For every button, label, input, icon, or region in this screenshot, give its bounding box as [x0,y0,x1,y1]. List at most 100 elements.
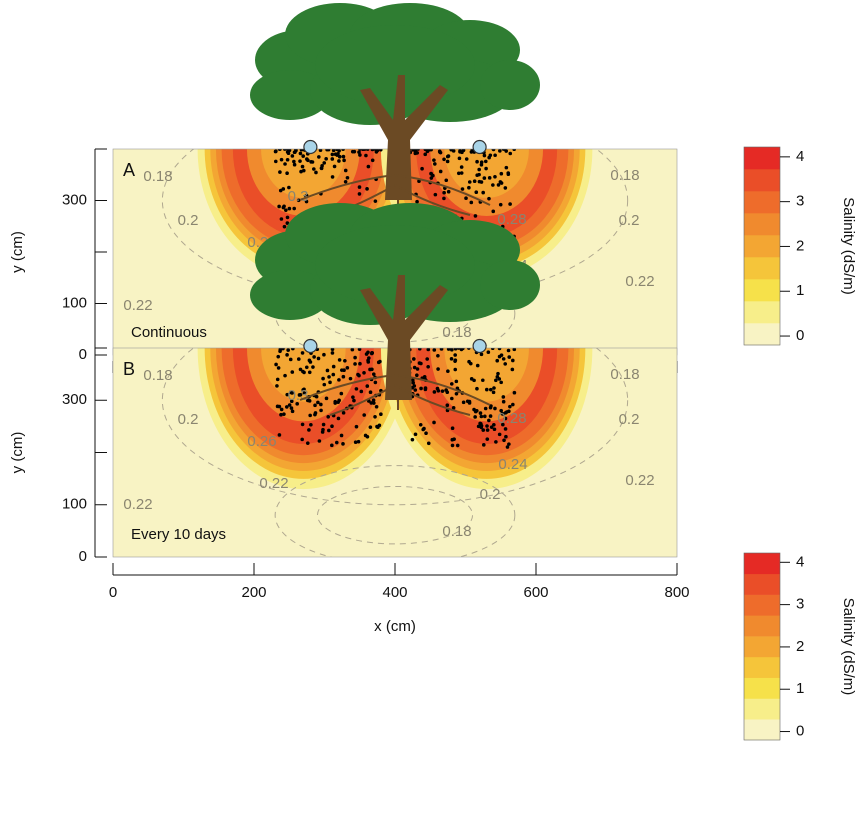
root-dot [485,388,489,392]
root-dot [325,397,329,401]
root-dot [337,399,341,403]
root-dot [498,149,502,153]
root-dot [328,381,332,385]
root-dot [433,162,437,166]
root-dot [439,170,443,174]
root-dot [324,157,328,161]
root-dot [299,152,303,156]
root-dot [507,349,511,353]
root-dot [274,149,278,153]
colorbar-band [744,147,780,169]
root-dot [436,387,440,391]
root-dot [483,176,487,180]
root-dot [331,373,335,377]
root-dot [331,351,335,355]
root-dot [333,165,337,169]
root-dot [453,359,457,363]
root-dot [337,378,341,382]
colorbar-band [744,213,780,235]
root-dot [375,425,379,429]
root-dot [274,160,278,164]
root-dot [335,441,339,445]
root-dot [320,164,324,168]
root-dot [308,414,312,418]
contour-label: 0.28 [497,211,526,228]
root-dot [466,399,470,403]
root-dot [473,179,477,183]
root-dot [355,387,359,391]
colorbar-band [744,169,780,191]
root-dot [309,423,313,427]
x-tick-label: 600 [523,584,548,601]
contour-label: 0.18 [442,523,471,540]
root-dot [282,412,286,416]
y-tick-label: 300 [62,191,87,208]
root-dot [371,159,375,163]
panel-label: A [123,160,135,180]
root-dot [276,378,280,382]
y-tick-label: 0 [79,548,87,565]
root-dot [280,217,284,221]
y-axis-label: y (cm) [9,231,26,273]
root-dot [330,424,334,428]
root-dot [476,364,480,368]
y-tick-label: 100 [62,294,87,311]
root-dot [319,403,323,407]
root-dot [425,357,429,361]
root-dot [432,348,436,352]
x-tick-label: 800 [664,584,689,601]
root-dot [342,375,346,379]
root-dot [300,438,304,442]
root-dot [447,190,451,194]
root-dot [450,382,454,386]
contour-label: 0.22 [123,496,152,513]
root-dot [278,170,282,174]
root-dot [343,359,347,363]
root-dot [446,369,450,373]
root-dot [292,207,296,211]
root-dot [344,169,348,173]
root-dot [312,355,316,359]
root-dot [342,155,346,159]
root-dot [301,154,305,158]
root-dot [497,183,501,187]
root-dot [301,423,305,427]
root-dot [412,357,416,361]
root-dot [367,356,371,360]
root-dot [307,428,311,432]
root-dot [422,427,426,431]
root-dot [414,432,418,436]
root-dot [308,359,312,363]
root-dot [473,415,477,419]
root-dot [313,404,317,408]
root-dot [470,377,474,381]
root-dot [460,151,464,155]
root-dot [419,423,423,427]
root-dot [470,201,474,205]
root-dot [365,187,369,191]
root-dot [491,210,495,214]
root-dot [498,355,502,359]
root-dot [492,423,496,427]
root-dot [293,163,297,167]
root-dot [451,426,455,430]
root-dot [314,171,318,175]
y-tick-label: 100 [62,496,87,513]
colorbar-band [744,235,780,257]
root-dot [483,154,487,158]
root-dot [493,407,497,411]
root-dot [317,155,321,159]
root-dot [446,155,450,159]
root-dot [362,371,366,375]
root-dot [326,369,330,373]
emitter [304,141,317,154]
contour-label: 0.2 [619,212,640,229]
root-dot [439,151,443,155]
root-dot [342,368,346,372]
root-dot [346,366,350,370]
root-dot [349,377,353,381]
root-dot [488,176,492,180]
colorbar-label: Salinity (dS/m) [840,598,857,696]
root-dot [285,171,289,175]
root-dot [300,148,304,152]
